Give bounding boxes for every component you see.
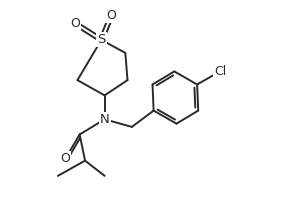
Text: O: O — [70, 17, 80, 30]
Text: O: O — [106, 9, 116, 22]
Text: O: O — [60, 152, 70, 165]
Text: Cl: Cl — [214, 65, 226, 78]
Text: S: S — [97, 33, 106, 46]
Text: N: N — [100, 113, 110, 126]
